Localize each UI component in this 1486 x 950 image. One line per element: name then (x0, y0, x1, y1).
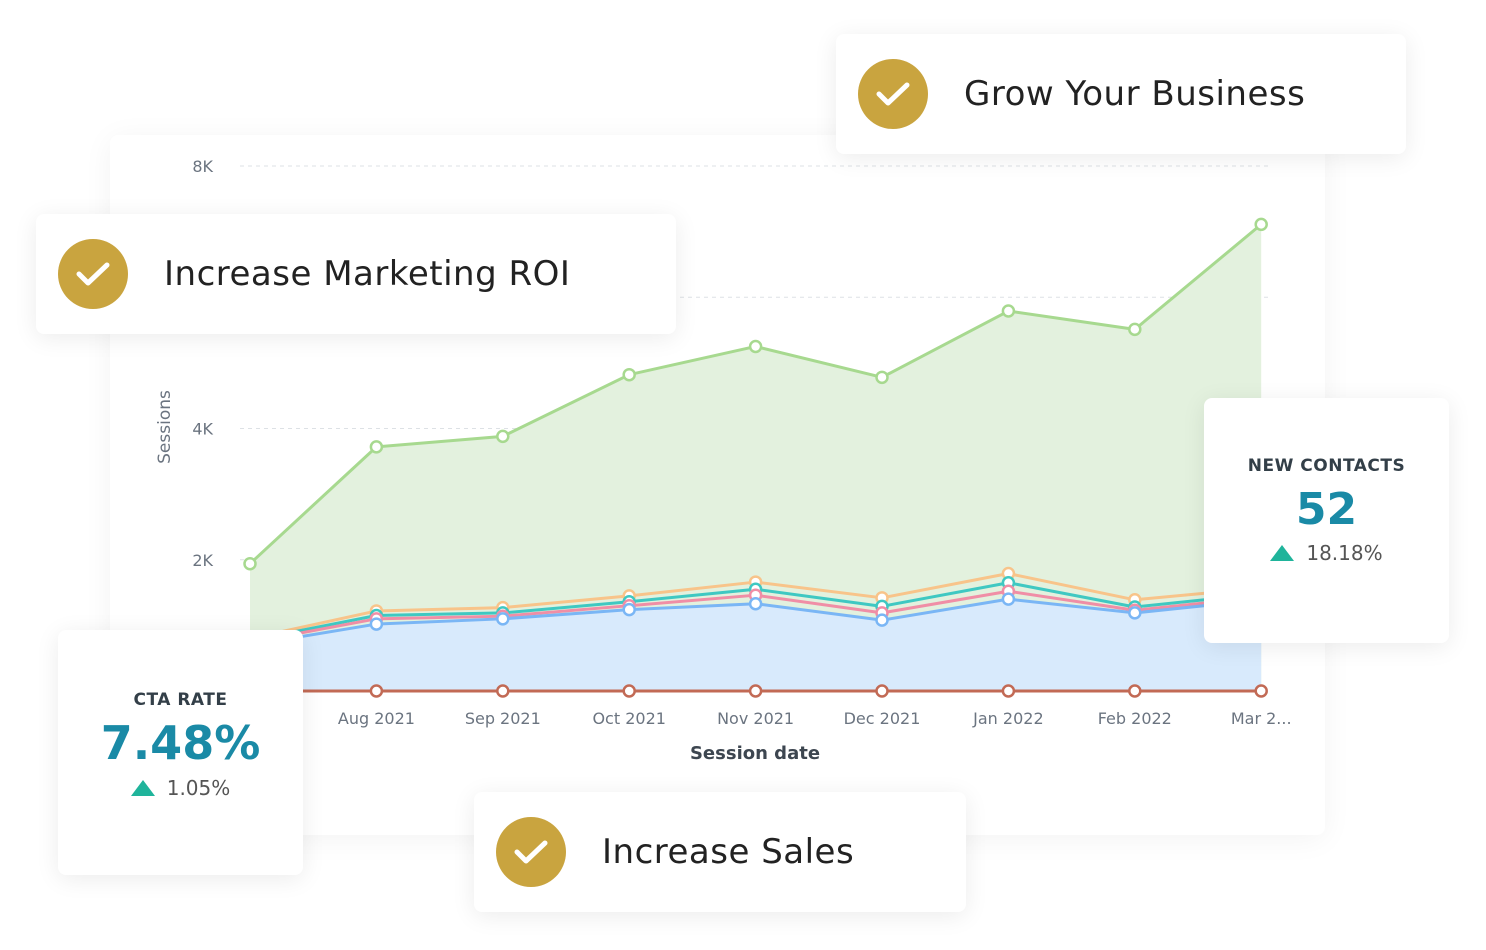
badge-increase-roi: Increase Marketing ROI (36, 214, 676, 334)
data-point (875, 684, 889, 698)
y-tick-label: 4K (192, 420, 213, 439)
check-icon (496, 817, 566, 887)
data-point (1128, 322, 1142, 337)
kpi-title: NEW CONTACTS (1247, 456, 1406, 476)
data-point (496, 429, 510, 444)
data-point (875, 613, 889, 627)
data-point (622, 367, 636, 382)
data-point (1001, 592, 1016, 606)
badge-label: Increase Marketing ROI (164, 254, 571, 294)
data-point (748, 684, 763, 698)
data-point (496, 612, 510, 626)
x-tick-label: Mar 2... (1231, 709, 1292, 728)
data-point (1001, 684, 1016, 698)
x-tick-label: Dec 2021 (844, 709, 921, 728)
chart-card: 2K 4K 8K Aug 2021 Sep 2021 Oct 2021 Nov 2021 De… (110, 135, 1325, 835)
y-tick-label: 8K (192, 157, 213, 176)
kpi-title: CTA RATE (133, 690, 228, 710)
badge-grow-business: Grow Your Business (836, 34, 1406, 154)
kpi-cta-rate: CTA RATE 7.48% 1.05% (58, 630, 303, 875)
x-tick-label: Aug 2021 (338, 709, 415, 728)
check-icon (58, 239, 128, 309)
kpi-change-value: 18.18% (1306, 541, 1383, 565)
kpi-change-value: 1.05% (166, 776, 231, 800)
data-point (622, 602, 636, 617)
badge-increase-sales: Increase Sales (474, 792, 966, 912)
badge-label: Grow Your Business (964, 74, 1306, 114)
data-point (748, 596, 763, 611)
data-point (622, 684, 636, 698)
x-tick-label: Feb 2022 (1098, 709, 1172, 728)
kpi-new-contacts: NEW CONTACTS 52 18.18% (1204, 398, 1449, 643)
kpi-change: 1.05% (58, 776, 303, 800)
data-point (1128, 684, 1142, 698)
kpi-value: 7.48% (100, 716, 261, 770)
y-tick-label: 2K (192, 551, 213, 570)
data-point (496, 684, 510, 698)
data-point (1001, 304, 1016, 318)
data-point (1254, 217, 1268, 232)
x-tick-label: Oct 2021 (592, 709, 665, 728)
data-point (369, 617, 384, 631)
data-point (1128, 606, 1142, 620)
badge-label: Increase Sales (602, 832, 855, 872)
data-point (875, 370, 889, 385)
triangle-up-icon (1270, 545, 1295, 561)
x-tick-label: Jan 2022 (972, 709, 1043, 728)
x-axis-title: Session date (690, 743, 820, 764)
data-point (369, 440, 384, 454)
data-point (748, 339, 763, 354)
triangle-up-icon (130, 780, 155, 796)
check-icon (858, 59, 928, 129)
data-point (1254, 684, 1268, 698)
data-point (369, 684, 384, 698)
sessions-chart: 2K 4K 8K Aug 2021 Sep 2021 Oct 2021 Nov 2021 De… (155, 157, 1292, 764)
y-axis-title: Sessions (155, 390, 175, 464)
data-point (243, 556, 257, 571)
x-tick-label: Sep 2021 (465, 709, 541, 728)
kpi-value: 52 (1295, 484, 1358, 535)
x-tick-label: Nov 2021 (717, 709, 794, 728)
kpi-change: 18.18% (1204, 541, 1449, 565)
